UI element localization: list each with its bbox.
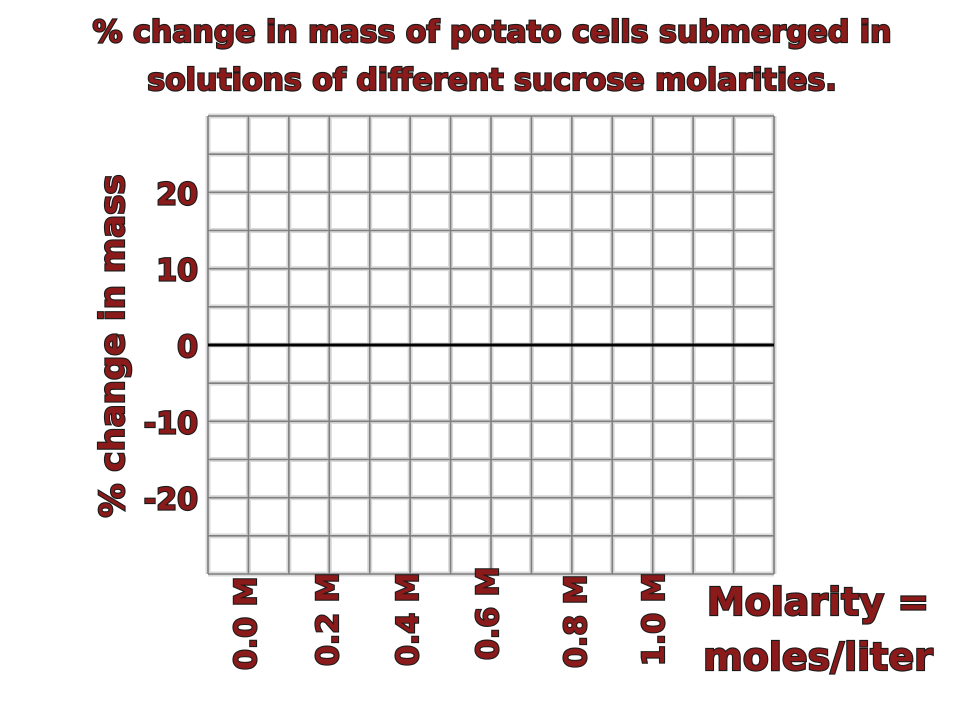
x-tick-label: 0.0 M — [229, 577, 264, 670]
y-tick-label: -10 — [144, 406, 198, 441]
chart-title-line-1: % change in mass of potato cells submerg… — [93, 15, 892, 50]
chart-title-line-2: solutions of different sucrose molaritie… — [147, 63, 837, 98]
x-tick-label: 1.0 M — [637, 573, 672, 666]
y-axis-label: % change in mass — [93, 174, 133, 517]
x-axis-label-line-2: moles/liter — [703, 635, 933, 679]
x-tick-label: 0.4 M — [391, 573, 426, 666]
x-tick-labels: 0.0 M 0.2 M 0.4 M 0.6 M 0.8 M 1.0 M — [228, 565, 673, 671]
x-tick-label: 0.8 M — [559, 575, 594, 668]
y-tick-label: 0 — [177, 330, 198, 365]
y-tick-labels: 20 10 0 -10 -20 — [143, 176, 199, 519]
y-tick-label: -20 — [144, 483, 198, 518]
x-axis-label-line-1: Molarity = — [707, 580, 929, 624]
y-tick-label: 20 — [156, 177, 198, 212]
y-tick-label: 10 — [156, 254, 198, 289]
x-tick-label: 0.2 M — [311, 573, 346, 666]
x-tick-label: 0.6 M — [471, 567, 506, 660]
